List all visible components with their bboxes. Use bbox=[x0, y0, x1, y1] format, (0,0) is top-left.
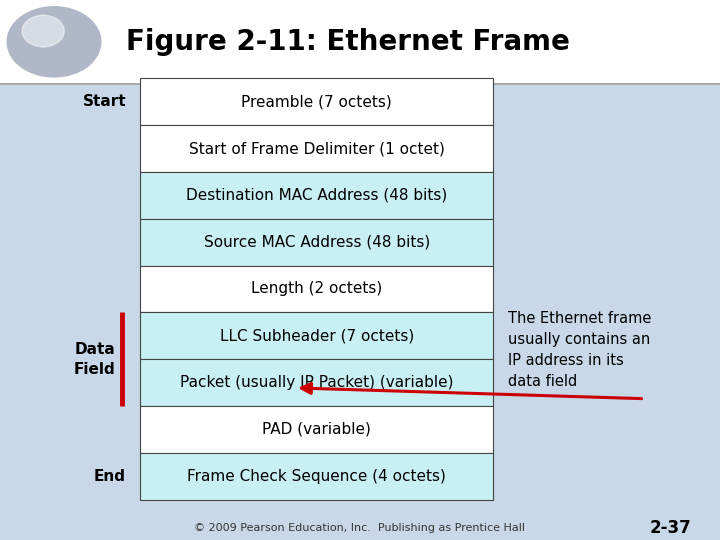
Bar bbox=[140, 125, 493, 172]
Bar bbox=[140, 359, 493, 406]
Text: Frame Check Sequence (4 octets): Frame Check Sequence (4 octets) bbox=[187, 469, 446, 484]
Text: Data
Field: Data Field bbox=[73, 342, 115, 376]
Text: Figure 2-11: Ethernet Frame: Figure 2-11: Ethernet Frame bbox=[126, 28, 570, 56]
Bar bbox=[0, 0, 720, 84]
Text: Source MAC Address (48 bits): Source MAC Address (48 bits) bbox=[204, 234, 430, 249]
Text: The Ethernet frame
usually contains an
IP address in its
data field: The Ethernet frame usually contains an I… bbox=[508, 311, 651, 389]
Text: Destination MAC Address (48 bits): Destination MAC Address (48 bits) bbox=[186, 188, 447, 203]
Text: PAD (variable): PAD (variable) bbox=[262, 422, 372, 437]
Circle shape bbox=[22, 15, 64, 47]
Circle shape bbox=[7, 6, 101, 77]
Text: Preamble (7 octets): Preamble (7 octets) bbox=[241, 94, 392, 109]
Bar bbox=[140, 78, 493, 125]
Text: Start of Frame Delimiter (1 octet): Start of Frame Delimiter (1 octet) bbox=[189, 141, 445, 156]
Bar bbox=[140, 312, 493, 359]
Bar bbox=[140, 219, 493, 266]
Bar bbox=[140, 266, 493, 312]
Text: Start: Start bbox=[82, 94, 126, 109]
Text: © 2009 Pearson Education, Inc.  Publishing as Prentice Hall: © 2009 Pearson Education, Inc. Publishin… bbox=[194, 523, 526, 533]
Bar bbox=[140, 172, 493, 219]
Bar bbox=[140, 453, 493, 500]
Text: 2-37: 2-37 bbox=[649, 519, 691, 537]
Text: Length (2 octets): Length (2 octets) bbox=[251, 281, 382, 296]
Bar bbox=[140, 406, 493, 453]
Text: End: End bbox=[94, 469, 126, 484]
Text: Packet (usually IP Packet) (variable): Packet (usually IP Packet) (variable) bbox=[180, 375, 454, 390]
Text: LLC Subheader (7 octets): LLC Subheader (7 octets) bbox=[220, 328, 414, 343]
